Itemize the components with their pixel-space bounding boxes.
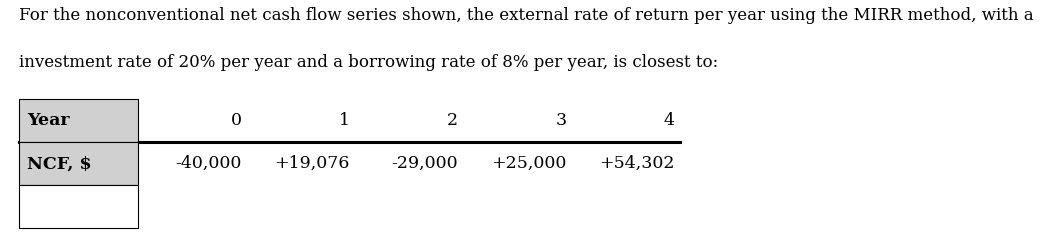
Text: 0: 0 bbox=[230, 112, 242, 129]
Text: 3: 3 bbox=[555, 112, 566, 129]
Text: 2: 2 bbox=[447, 112, 458, 129]
Text: investment rate of 20% per year and a borrowing rate of 8% per year, is closest : investment rate of 20% per year and a bo… bbox=[19, 54, 718, 71]
Text: +54,302: +54,302 bbox=[599, 155, 675, 172]
Text: NCF, $: NCF, $ bbox=[27, 155, 92, 172]
Text: For the nonconventional net cash flow series shown, the external rate of return : For the nonconventional net cash flow se… bbox=[19, 7, 1034, 24]
Text: 4: 4 bbox=[663, 112, 675, 129]
Text: +19,076: +19,076 bbox=[275, 155, 350, 172]
Text: +25,000: +25,000 bbox=[491, 155, 566, 172]
Text: Year: Year bbox=[27, 112, 70, 129]
Text: -40,000: -40,000 bbox=[175, 155, 242, 172]
Text: -29,000: -29,000 bbox=[391, 155, 458, 172]
Text: 1: 1 bbox=[338, 112, 350, 129]
